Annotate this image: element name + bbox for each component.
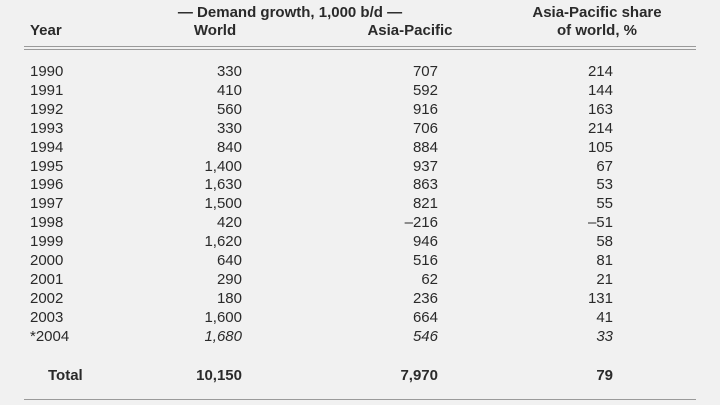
- column-header: Asia-Pacific: [367, 22, 453, 39]
- row-label: 2000: [30, 252, 64, 269]
- cell: 21: [596, 270, 613, 288]
- cell: 53: [596, 176, 613, 194]
- cell: 1,600: [204, 308, 242, 326]
- cell: 916: [412, 100, 438, 118]
- cell: 937: [412, 157, 438, 175]
- row-label: 1993: [30, 119, 64, 137]
- row-label: 1995: [30, 157, 64, 175]
- column-header: World: [193, 22, 237, 39]
- group-header: — Demand growth, 1,000 b/d —: [177, 4, 403, 21]
- cell: 706: [412, 119, 438, 137]
- cell: 330: [216, 63, 242, 80]
- row-label: 1999: [30, 233, 64, 251]
- cell: 10,150: [196, 367, 242, 384]
- row-label: 1996: [30, 176, 64, 194]
- share-header: of world, %: [557, 22, 637, 39]
- cell: 55: [596, 195, 613, 213]
- share-header: Asia-Pacific share: [532, 4, 662, 21]
- cell: 214: [587, 63, 613, 80]
- cell: 7,970: [400, 367, 438, 384]
- cell: 105: [587, 138, 613, 156]
- row-label: Total: [48, 367, 83, 384]
- cell: 546: [412, 327, 438, 345]
- row-label: 2003: [30, 308, 64, 326]
- cell: 1,680: [204, 327, 242, 345]
- cell: 131: [587, 289, 613, 307]
- cell: 81: [596, 252, 613, 269]
- cell: 67: [596, 157, 613, 175]
- cell: 1,620: [204, 233, 242, 251]
- cell: 560: [216, 100, 242, 118]
- row-label: 2002: [30, 289, 64, 307]
- cell: 410: [216, 81, 242, 99]
- cell: –51: [587, 214, 613, 232]
- cell: 420: [216, 214, 242, 232]
- cell: 33: [596, 327, 613, 345]
- cell: 180: [216, 289, 242, 307]
- cell: 863: [412, 176, 438, 194]
- bottom-rule: [24, 399, 696, 400]
- cell: 840: [216, 138, 242, 156]
- cell: 290: [216, 270, 242, 288]
- row-label: 1992: [30, 100, 64, 118]
- cell: 41: [596, 308, 613, 326]
- cell: 592: [412, 81, 438, 99]
- cell: 144: [587, 81, 613, 99]
- cell: 62: [421, 270, 438, 288]
- row-label: 1997: [30, 195, 64, 213]
- cell: 1,630: [204, 176, 242, 194]
- row-label: *2004: [30, 327, 70, 345]
- cell: 79: [596, 367, 613, 384]
- cell: 236: [412, 289, 438, 307]
- cell: –216: [404, 214, 438, 232]
- header-rule: [24, 49, 696, 50]
- cell: 884: [412, 138, 438, 156]
- cell: 58: [596, 233, 613, 251]
- row-label: 1990: [30, 63, 64, 80]
- column-header: Year: [30, 22, 62, 39]
- row-label: 2001: [30, 270, 64, 288]
- cell: 330: [216, 119, 242, 137]
- row-label: 1998: [30, 214, 64, 232]
- cell: 516: [412, 252, 438, 269]
- cell: 707: [412, 63, 438, 80]
- cell: 664: [412, 308, 438, 326]
- row-label: 1994: [30, 138, 64, 156]
- cell: 1,500: [204, 195, 242, 213]
- header-rule: [24, 46, 696, 47]
- cell: 640: [216, 252, 242, 269]
- cell: 1,400: [204, 157, 242, 175]
- cell: 946: [412, 233, 438, 251]
- cell: 214: [587, 119, 613, 137]
- cell: 163: [587, 100, 613, 118]
- cell: 821: [412, 195, 438, 213]
- row-label: 1991: [30, 81, 64, 99]
